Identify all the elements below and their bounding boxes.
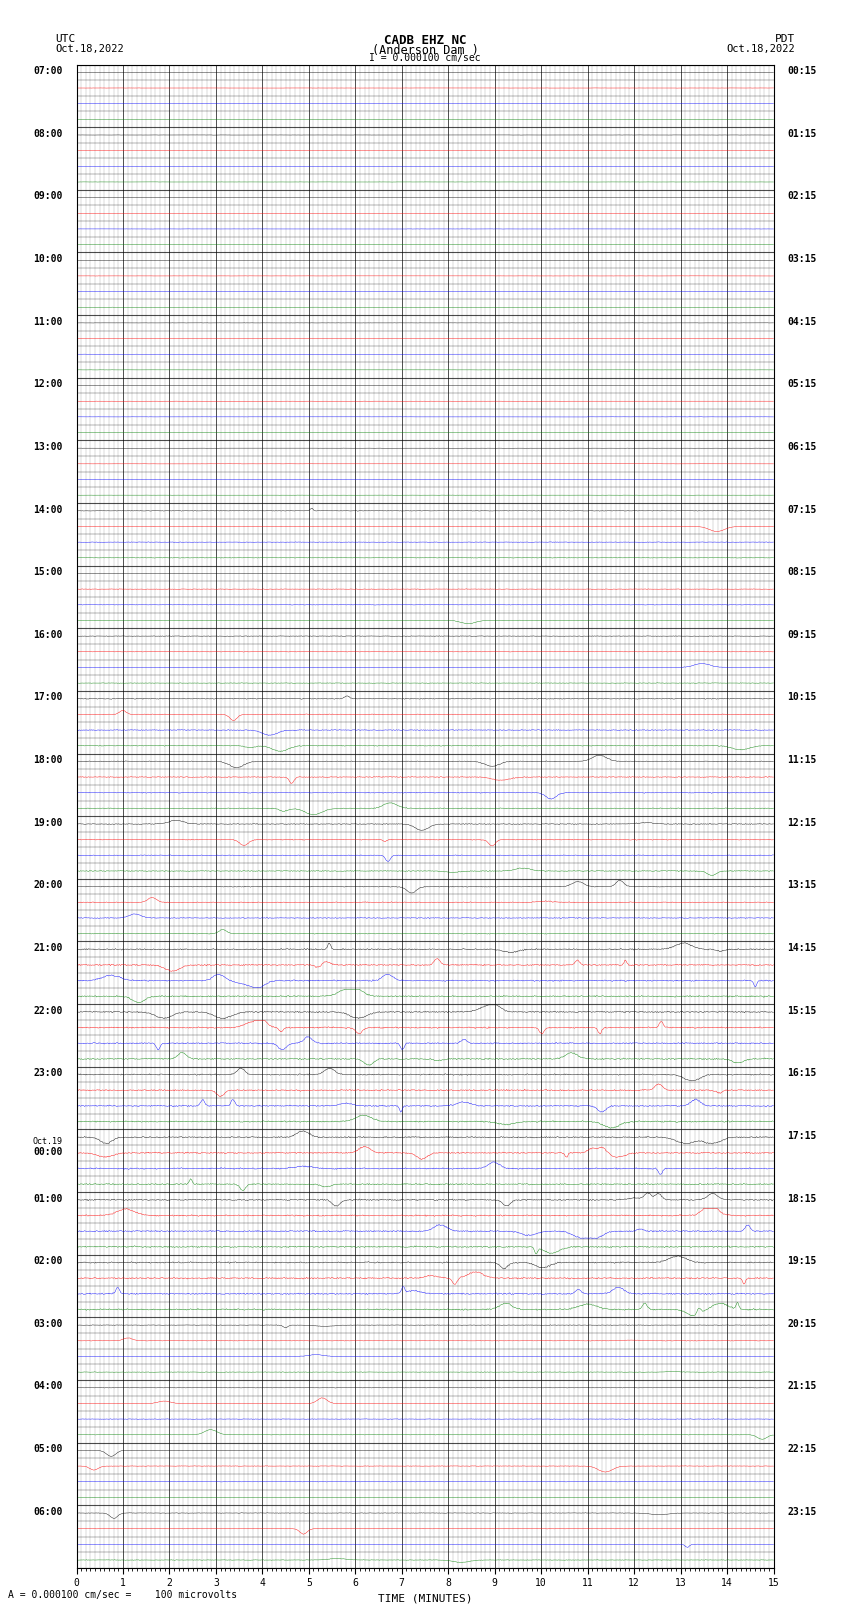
Text: 20:15: 20:15: [787, 1319, 817, 1329]
Text: 19:00: 19:00: [33, 818, 63, 827]
Text: 19:15: 19:15: [787, 1257, 817, 1266]
Text: 07:00: 07:00: [33, 66, 63, 76]
Text: 15:15: 15:15: [787, 1005, 817, 1016]
Text: UTC: UTC: [55, 34, 76, 44]
Text: 00:00: 00:00: [33, 1147, 63, 1157]
Text: 15:00: 15:00: [33, 568, 63, 577]
Text: 08:15: 08:15: [787, 568, 817, 577]
Text: 13:00: 13:00: [33, 442, 63, 452]
Text: 08:00: 08:00: [33, 129, 63, 139]
Text: 02:15: 02:15: [787, 192, 817, 202]
Text: 17:00: 17:00: [33, 692, 63, 703]
Text: 18:00: 18:00: [33, 755, 63, 765]
Text: 11:00: 11:00: [33, 316, 63, 327]
Text: 03:15: 03:15: [787, 253, 817, 265]
Text: 21:00: 21:00: [33, 944, 63, 953]
Text: 04:15: 04:15: [787, 316, 817, 327]
Text: 23:15: 23:15: [787, 1507, 817, 1516]
Text: 06:00: 06:00: [33, 1507, 63, 1516]
Text: Oct.18,2022: Oct.18,2022: [726, 44, 795, 53]
Text: 16:00: 16:00: [33, 629, 63, 640]
Text: 09:00: 09:00: [33, 192, 63, 202]
Text: Oct.18,2022: Oct.18,2022: [55, 44, 124, 53]
Text: A = 0.000100 cm/sec =    100 microvolts: A = 0.000100 cm/sec = 100 microvolts: [8, 1590, 238, 1600]
Text: 09:15: 09:15: [787, 629, 817, 640]
Text: 21:15: 21:15: [787, 1381, 817, 1392]
Text: I = 0.000100 cm/sec: I = 0.000100 cm/sec: [369, 53, 481, 63]
Text: 01:15: 01:15: [787, 129, 817, 139]
Text: 03:00: 03:00: [33, 1319, 63, 1329]
Text: 04:00: 04:00: [33, 1381, 63, 1392]
Text: 02:00: 02:00: [33, 1257, 63, 1266]
Text: 16:15: 16:15: [787, 1068, 817, 1079]
Text: 10:15: 10:15: [787, 692, 817, 703]
Text: PDT: PDT: [774, 34, 795, 44]
Text: 14:15: 14:15: [787, 944, 817, 953]
Text: 12:00: 12:00: [33, 379, 63, 389]
Text: 06:15: 06:15: [787, 442, 817, 452]
Text: 17:15: 17:15: [787, 1131, 817, 1140]
Text: 18:15: 18:15: [787, 1194, 817, 1203]
X-axis label: TIME (MINUTES): TIME (MINUTES): [377, 1594, 473, 1603]
Text: 22:15: 22:15: [787, 1444, 817, 1455]
Text: 05:00: 05:00: [33, 1444, 63, 1455]
Text: 00:15: 00:15: [787, 66, 817, 76]
Text: 20:00: 20:00: [33, 881, 63, 890]
Text: 01:00: 01:00: [33, 1194, 63, 1203]
Text: 12:15: 12:15: [787, 818, 817, 827]
Text: 23:00: 23:00: [33, 1068, 63, 1079]
Text: 14:00: 14:00: [33, 505, 63, 515]
Text: 11:15: 11:15: [787, 755, 817, 765]
Text: (Anderson Dam ): (Anderson Dam ): [371, 44, 479, 56]
Text: 10:00: 10:00: [33, 253, 63, 265]
Text: CADB EHZ NC: CADB EHZ NC: [383, 34, 467, 47]
Text: Oct.19: Oct.19: [32, 1137, 63, 1147]
Text: 07:15: 07:15: [787, 505, 817, 515]
Text: 22:00: 22:00: [33, 1005, 63, 1016]
Text: 13:15: 13:15: [787, 881, 817, 890]
Text: 05:15: 05:15: [787, 379, 817, 389]
